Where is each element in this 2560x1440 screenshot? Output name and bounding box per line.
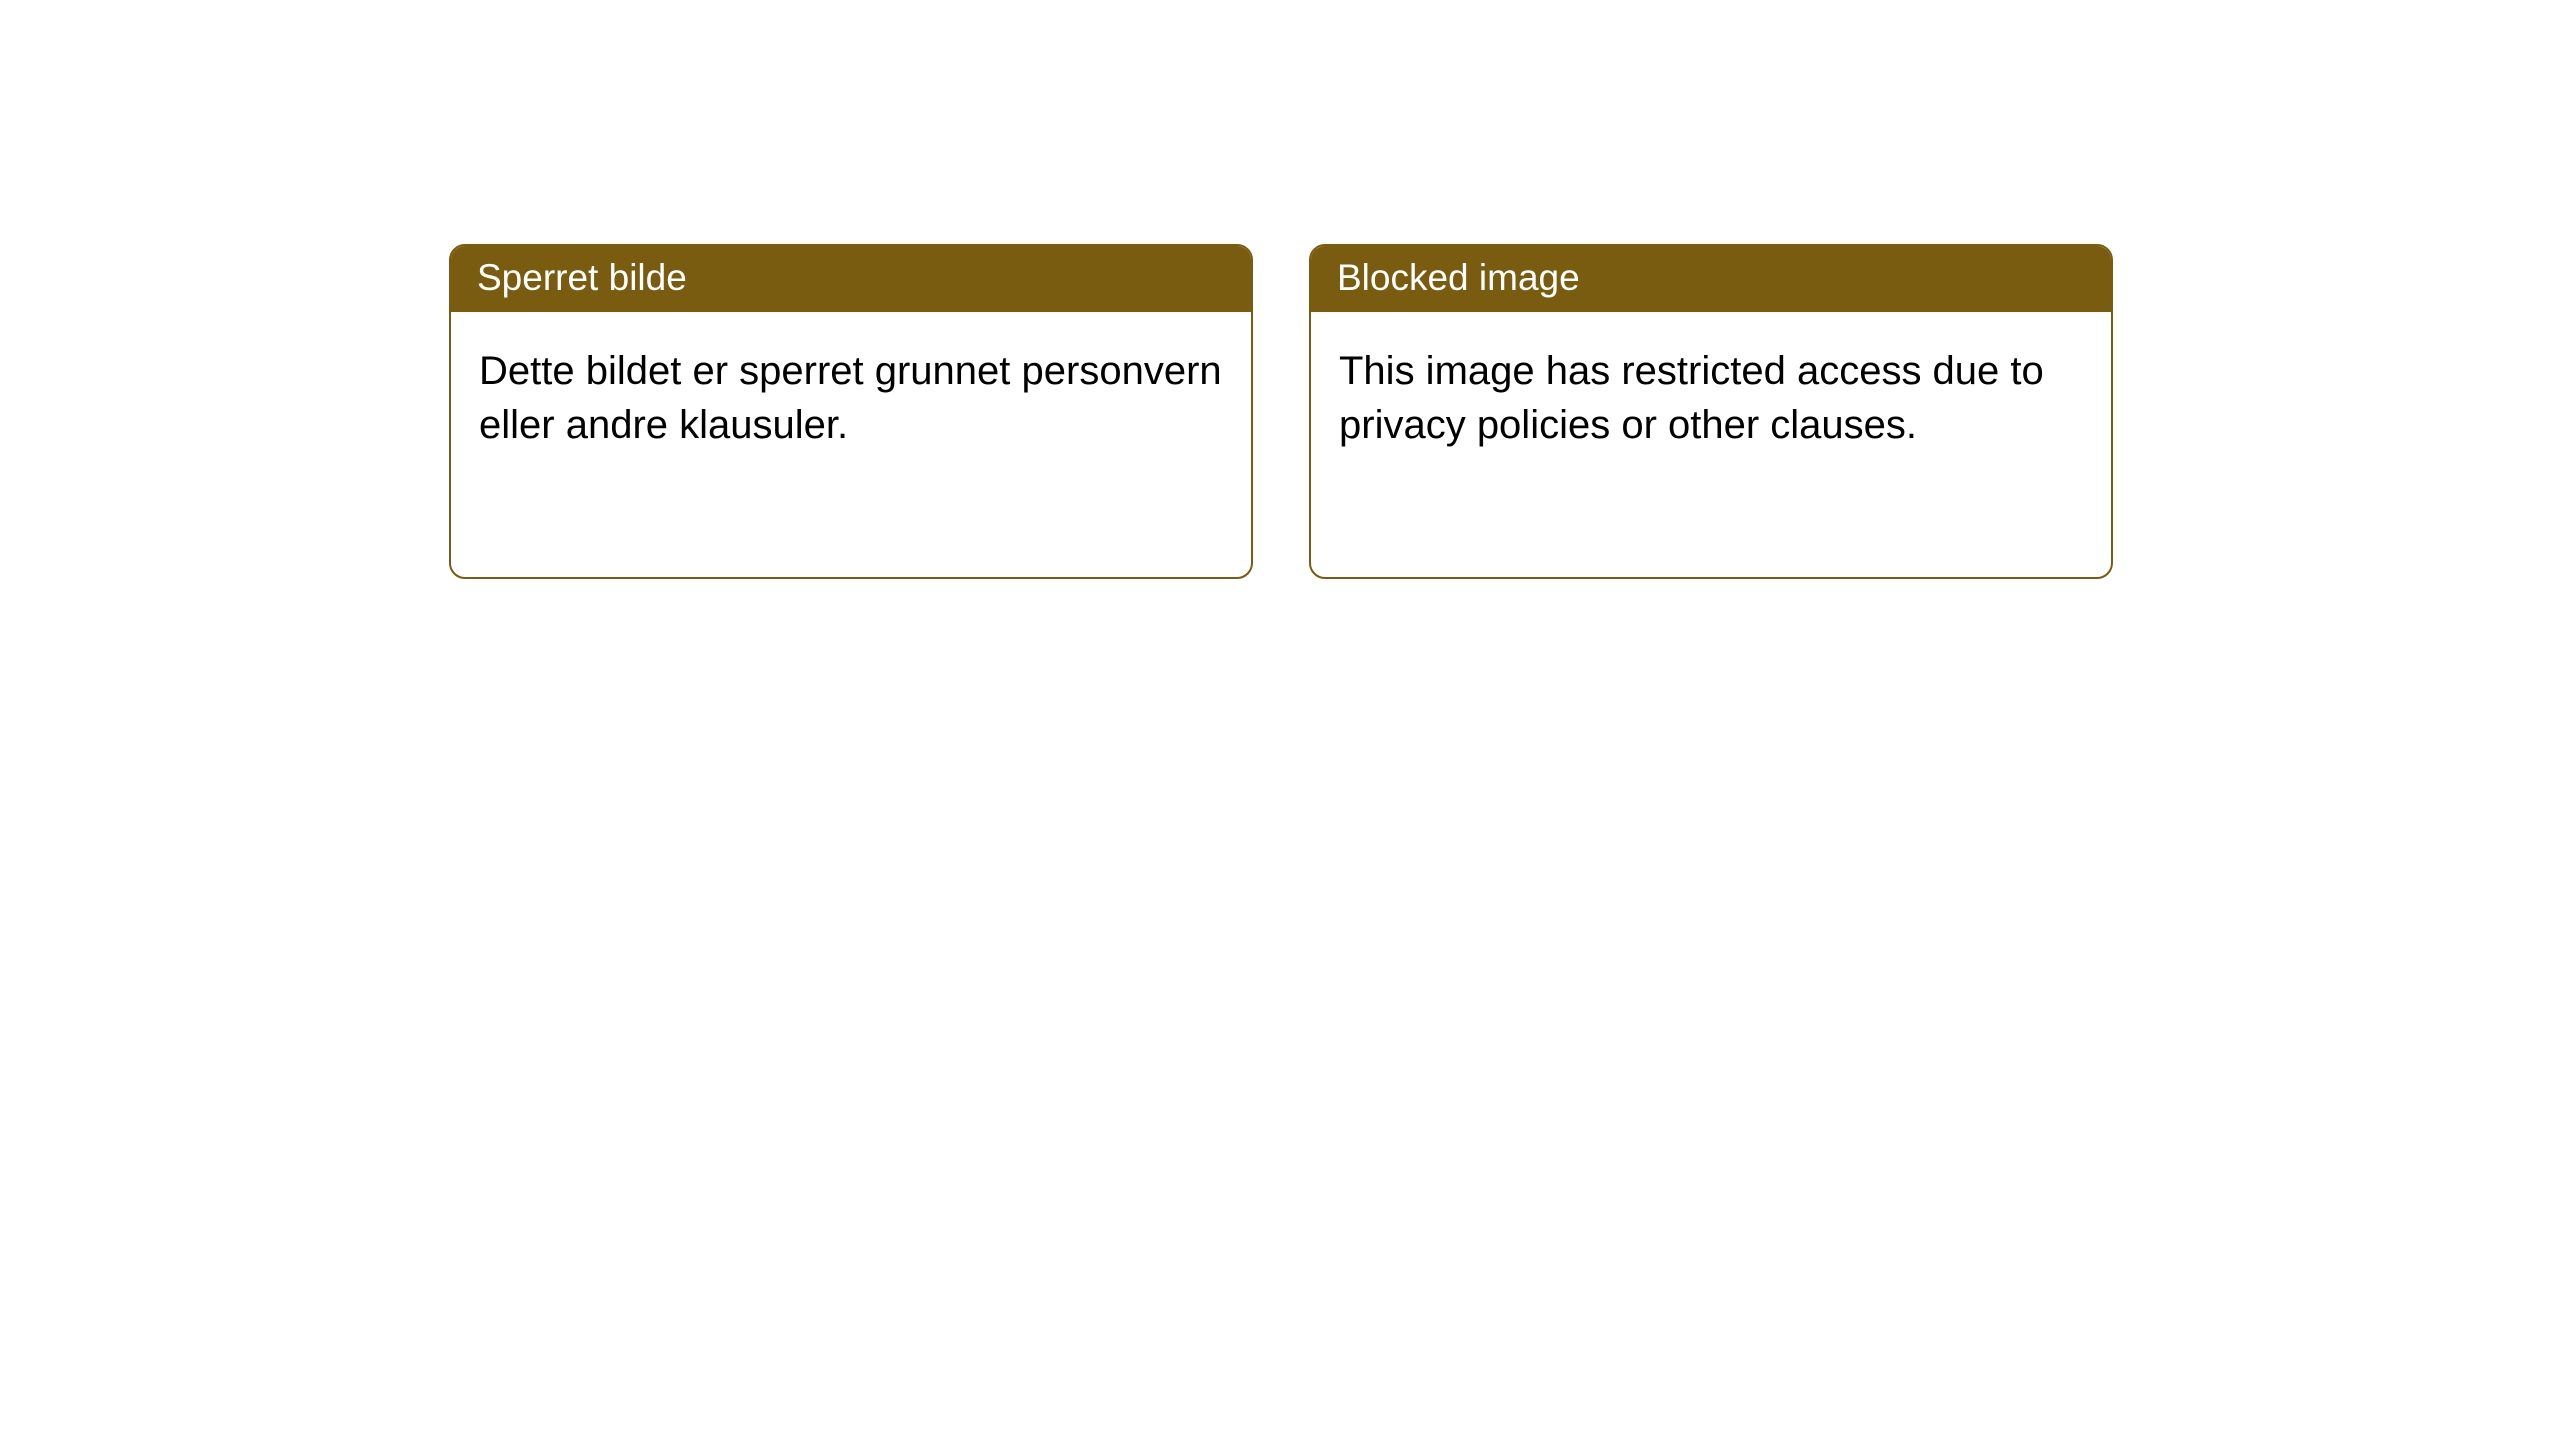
card-header: Blocked image <box>1311 246 2111 312</box>
card-header: Sperret bilde <box>451 246 1251 312</box>
notice-container: Sperret bilde Dette bildet er sperret gr… <box>0 0 2560 579</box>
card-message: Dette bildet er sperret grunnet personve… <box>479 349 1222 447</box>
card-body: Dette bildet er sperret grunnet personve… <box>451 312 1251 480</box>
blocked-image-card-no: Sperret bilde Dette bildet er sperret gr… <box>449 244 1253 579</box>
card-message: This image has restricted access due to … <box>1339 349 2044 447</box>
card-title: Sperret bilde <box>477 257 687 298</box>
blocked-image-card-en: Blocked image This image has restricted … <box>1309 244 2113 579</box>
card-body: This image has restricted access due to … <box>1311 312 2111 480</box>
card-title: Blocked image <box>1337 257 1580 298</box>
